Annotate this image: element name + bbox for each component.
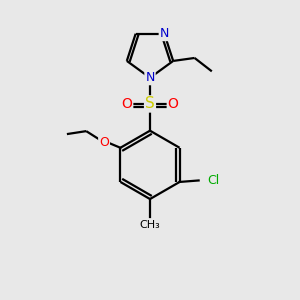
Text: O: O [168,97,178,111]
Text: S: S [145,96,155,111]
Text: Cl: Cl [207,174,219,187]
Text: O: O [99,136,109,149]
Text: N: N [160,27,169,40]
Text: N: N [145,71,155,84]
Text: O: O [122,97,132,111]
Text: CH₃: CH₃ [140,220,160,230]
